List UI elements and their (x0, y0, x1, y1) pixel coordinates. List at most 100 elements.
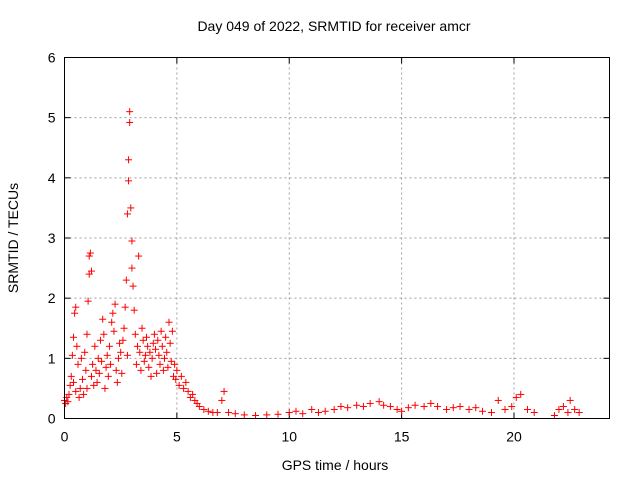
data-point (180, 384, 188, 392)
data-point (488, 408, 496, 416)
data-point (87, 372, 95, 380)
data-point (148, 354, 156, 362)
data-point (550, 411, 558, 419)
data-point (126, 118, 134, 126)
data-point (559, 402, 567, 410)
data-point (89, 360, 97, 368)
data-point (386, 402, 394, 410)
data-point (479, 407, 487, 415)
data-point (107, 360, 115, 368)
data-point (137, 366, 145, 374)
data-point (116, 339, 124, 347)
data-point (359, 402, 367, 410)
data-point (523, 405, 531, 413)
data-point (443, 405, 451, 413)
data-point (420, 402, 428, 410)
data-point (240, 411, 248, 419)
data-point (98, 357, 106, 365)
data-point (123, 210, 131, 218)
data-point (218, 396, 226, 404)
data-point (156, 360, 164, 368)
data-point (121, 303, 129, 311)
data-point (83, 330, 91, 338)
data-point (128, 264, 136, 272)
x-tick-label: 0 (61, 429, 69, 445)
data-point (113, 378, 121, 386)
data-point (83, 384, 91, 392)
data-point (64, 398, 72, 406)
data-point (173, 366, 181, 374)
data-point (109, 309, 117, 317)
data-point (161, 354, 169, 362)
data-point (337, 402, 345, 410)
data-point (168, 327, 176, 335)
data-point (157, 327, 165, 335)
data-point (292, 407, 300, 415)
y-tick-label: 0 (48, 411, 56, 427)
data-point (167, 357, 175, 365)
y-tick-label: 3 (48, 230, 56, 246)
data-point (141, 351, 149, 359)
data-point (77, 354, 85, 362)
data-point (434, 402, 442, 410)
data-point (67, 372, 75, 380)
data-point (100, 330, 108, 338)
data-point (163, 348, 171, 356)
data-point (213, 408, 221, 416)
data-point (117, 348, 125, 356)
data-point (143, 333, 151, 341)
data-point (159, 366, 167, 374)
data-point (136, 348, 144, 356)
data-point (530, 408, 538, 416)
data-point (138, 324, 146, 332)
data-point (82, 366, 90, 374)
data-point (427, 399, 435, 407)
data-point (65, 390, 73, 398)
data-point (517, 390, 525, 398)
data-point (96, 336, 104, 344)
data-point (200, 405, 208, 413)
data-point (456, 402, 464, 410)
y-tick-label: 4 (48, 170, 56, 186)
data-point (69, 333, 77, 341)
data-point (285, 408, 293, 416)
data-point (404, 404, 412, 412)
data-point (78, 375, 86, 383)
data-point (80, 390, 88, 398)
data-point (512, 393, 520, 401)
data-point (130, 306, 138, 314)
data-point (95, 369, 103, 377)
data-point (85, 252, 93, 260)
data-point (131, 330, 139, 338)
data-point (129, 282, 137, 290)
plot-frame (64, 57, 610, 419)
data-point (134, 342, 142, 350)
data-marks (61, 108, 583, 419)
y-tick-label: 1 (48, 350, 56, 366)
data-point (71, 309, 79, 317)
data-point (252, 411, 260, 419)
data-point (103, 351, 111, 359)
data-point (94, 354, 102, 362)
data-point (314, 408, 322, 416)
data-point (122, 276, 130, 284)
data-point (155, 351, 163, 359)
data-point (81, 348, 89, 356)
data-point (204, 407, 212, 415)
data-point (101, 384, 109, 392)
data-point (110, 327, 118, 335)
axis-ticks: 0 1 2 3 4 5 6 0 5 10 15 20 (48, 50, 610, 445)
data-point (69, 378, 77, 386)
data-point (571, 405, 579, 413)
y-tick-label: 6 (48, 50, 56, 66)
data-point (152, 345, 160, 353)
data-point (75, 393, 83, 401)
data-point (74, 360, 82, 368)
data-point (564, 408, 572, 416)
x-tick-label: 10 (281, 429, 297, 445)
data-point (494, 396, 502, 404)
data-point (375, 398, 383, 406)
data-point (231, 410, 239, 418)
chart-title: Day 049 of 2022, SRMTID for receiver amc… (197, 18, 470, 34)
